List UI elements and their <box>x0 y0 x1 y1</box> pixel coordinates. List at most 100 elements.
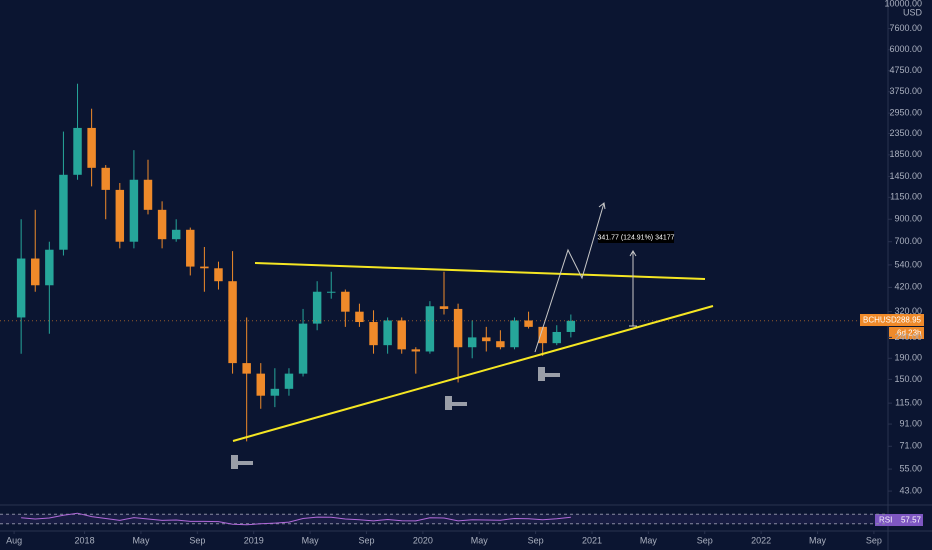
rsi-tag <box>875 514 923 526</box>
projection-path <box>534 202 605 353</box>
y-tick-label: 55.00 <box>899 463 922 473</box>
icon <box>452 402 467 406</box>
trendline-top <box>254 262 706 280</box>
y-tick-label: 1450.00 <box>889 171 922 181</box>
y-tick-label: 240.00 <box>894 332 922 342</box>
icon <box>445 396 452 410</box>
candle-body <box>312 291 322 324</box>
candle-body <box>453 308 463 348</box>
y-tick-label: 1850.00 <box>889 149 922 159</box>
candle-body <box>101 167 110 190</box>
price-tag <box>860 314 924 326</box>
candle-body <box>256 373 265 396</box>
candle-body <box>16 258 26 318</box>
candle-body <box>143 179 153 210</box>
candle-body <box>45 249 54 286</box>
annotation-box <box>598 231 674 243</box>
candle-body <box>186 229 195 267</box>
countdown: 6d 23h <box>897 329 921 338</box>
candle-body <box>397 320 406 350</box>
candle-body <box>31 258 40 286</box>
x-tick-label: 2018 <box>75 535 95 545</box>
candle-body <box>496 341 505 348</box>
candle-body <box>510 320 519 348</box>
projection-arrowhead <box>598 202 606 210</box>
candle-body <box>87 127 96 168</box>
candle-body <box>369 322 378 346</box>
y-tick-label: 1150.00 <box>890 192 922 202</box>
countdown-tag <box>889 327 924 339</box>
candle-body <box>482 337 491 342</box>
candle-body <box>538 326 547 344</box>
y-tick-label: 700.00 <box>894 236 922 246</box>
candle-body <box>355 311 364 323</box>
annotation: 341.77 (124.91%) 34177 <box>597 234 674 241</box>
candle-body <box>242 363 251 374</box>
candle-body <box>566 320 576 332</box>
y-tick-label: 2350.00 <box>889 128 922 138</box>
y-tick-label: 320.00 <box>894 306 922 316</box>
icon-group <box>231 367 560 469</box>
candle-body <box>73 127 82 175</box>
y-tick-label: 190.00 <box>894 353 922 363</box>
candle-body <box>411 349 421 352</box>
candle-body <box>341 291 350 312</box>
candle-body <box>383 320 392 346</box>
rsi-label: RSI <box>879 516 892 525</box>
candle-body <box>298 323 308 374</box>
price-tag-symbol: BCHUSD <box>863 316 897 325</box>
candle-body <box>425 306 435 352</box>
x-tick-label: Sep <box>866 535 882 545</box>
candle-body <box>200 266 209 269</box>
candle-body <box>284 373 294 389</box>
y-tick-label: 91.00 <box>899 418 922 428</box>
candle-body <box>327 291 336 293</box>
y-tick-label: 150.00 <box>894 374 922 384</box>
candle-body <box>115 189 125 242</box>
y-tick-label: 6000.00 <box>889 44 922 54</box>
icon <box>545 373 560 377</box>
icon <box>231 455 238 469</box>
x-tick-label: May <box>471 535 489 545</box>
candle-body <box>552 331 561 344</box>
rsi-band-fill <box>0 514 888 524</box>
x-tick-label: May <box>302 535 320 545</box>
x-tick-label: 2021 <box>582 535 602 545</box>
x-tick-label: Sep <box>528 535 544 545</box>
candle-body <box>228 281 237 364</box>
measure-arrowhead <box>629 250 637 257</box>
rsi-line <box>21 512 571 526</box>
icon <box>238 461 253 465</box>
y-tick-label: 900.00 <box>894 214 922 224</box>
y-tick-label: 540.00 <box>894 259 922 269</box>
candle-body <box>524 320 533 327</box>
price-tag-value: 288.95 <box>897 316 922 325</box>
currency-label: USD <box>903 7 923 17</box>
x-tick-label: 2020 <box>413 535 433 545</box>
x-tick-label: 2022 <box>751 535 771 545</box>
x-tick-label: Sep <box>358 535 374 545</box>
trendline-bottom <box>232 305 714 442</box>
y-tick-label: 115.00 <box>895 398 922 408</box>
x-tick-label: Sep <box>697 535 713 545</box>
candle-body <box>270 388 280 396</box>
x-tick-label: 2019 <box>244 535 264 545</box>
y-tick-label: 43.00 <box>899 485 922 495</box>
y-tick-label: 10000.00 <box>884 0 922 8</box>
y-tick-label: 420.00 <box>894 282 922 292</box>
candle-body <box>129 179 139 242</box>
x-tick-label: Sep <box>189 535 205 545</box>
x-tick-label: Aug <box>6 535 22 545</box>
x-tick-label: May <box>809 535 827 545</box>
candle-body <box>171 229 181 240</box>
x-tick-label: May <box>132 535 150 545</box>
candle-body <box>214 268 223 282</box>
y-tick-label: 2950.00 <box>889 108 922 118</box>
y-tick-label: 71.00 <box>899 441 922 451</box>
candle-body <box>59 174 68 250</box>
icon <box>538 367 545 381</box>
candle-body <box>439 306 449 309</box>
